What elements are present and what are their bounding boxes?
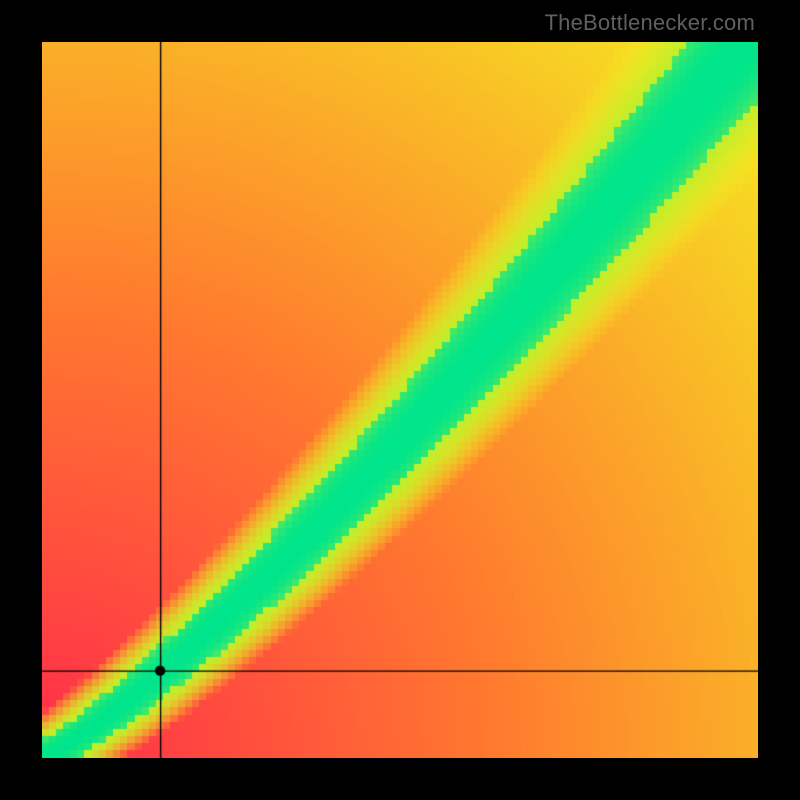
- watermark: TheBottlenecker.com: [545, 10, 755, 36]
- heatmap-plot: [42, 42, 758, 758]
- heatmap-canvas: [42, 42, 758, 758]
